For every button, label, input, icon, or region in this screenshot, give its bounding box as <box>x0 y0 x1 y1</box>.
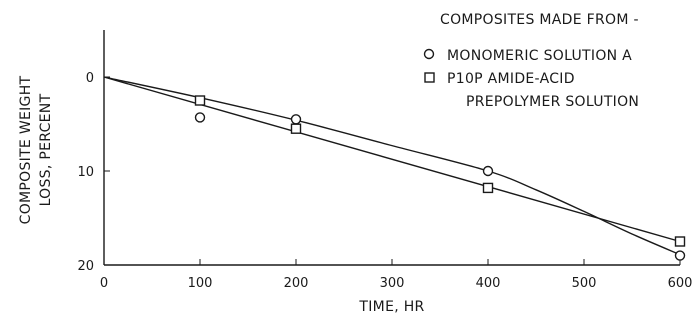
x-tick-label-600: 600 <box>668 276 693 291</box>
x-axis-label: TIME, HR <box>358 299 424 315</box>
y-tick-label-0: 0 <box>86 71 94 86</box>
y-tick-label-20: 20 <box>77 259 94 274</box>
legend-series-1-label: MONOMERIC SOLUTION A <box>447 48 632 64</box>
legend-square-marker <box>424 72 435 83</box>
series-2-point-200 <box>290 123 302 134</box>
legend-series-2-label-line2: PREPOLYMER SOLUTION <box>466 94 639 110</box>
series-2-point-400 <box>482 182 494 194</box>
series-1-point-100 <box>194 112 206 123</box>
series-2-point-100 <box>194 95 206 106</box>
series-1-point-400 <box>482 165 494 177</box>
y-axis-label-line2: LOSS, PERCENT <box>38 93 54 206</box>
x-tick-label-500: 500 <box>572 276 597 291</box>
x-tick-label-400: 400 <box>476 276 501 291</box>
x-tick-label-100: 100 <box>188 276 213 291</box>
legend-series-2-label-line1: P10P AMIDE-ACID <box>447 71 575 87</box>
legend-circle-marker <box>423 48 435 60</box>
y-axis-label-line1: COMPOSITE WEIGHT <box>18 75 34 224</box>
data-markers <box>194 95 686 261</box>
series-2-point-600 <box>674 236 686 247</box>
legend-title: COMPOSITES MADE FROM - <box>440 12 639 28</box>
x-tick-label-200: 200 <box>284 276 309 291</box>
series-1-point-200 <box>290 114 302 125</box>
x-tick-label-0: 0 <box>100 276 108 291</box>
x-tick-label-300: 300 <box>380 276 405 291</box>
legend: COMPOSITES MADE FROM - MONOMERIC SOLUTIO… <box>423 12 639 110</box>
y-tick-label-10: 10 <box>77 165 94 180</box>
series-1-curve <box>103 76 681 256</box>
series-1-point-600 <box>674 250 686 261</box>
axes: 0 100 200 300 400 500 600 0 10 20 <box>77 30 692 291</box>
